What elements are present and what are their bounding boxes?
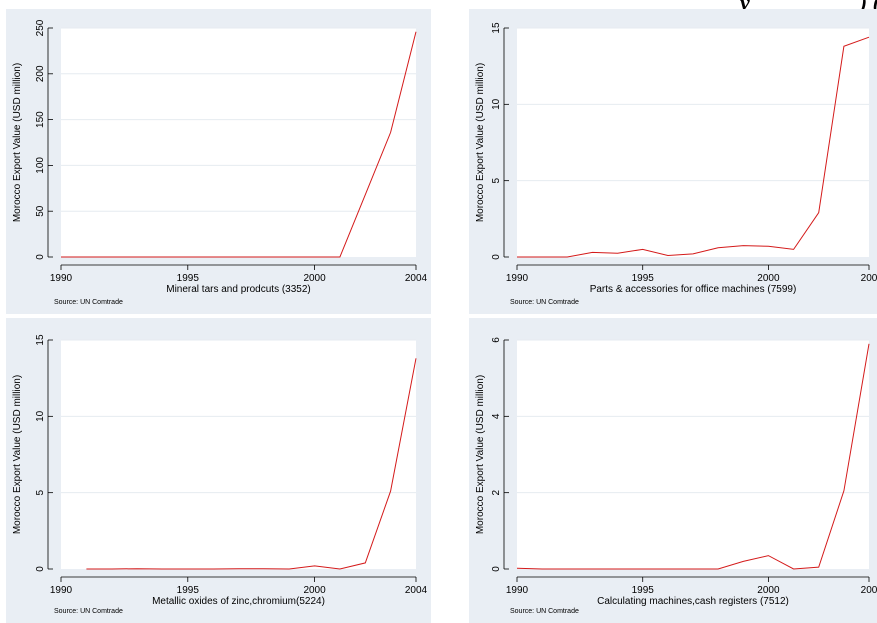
y-axis-label: Morocco Export Value (USD million) — [12, 63, 23, 222]
y-tick-label: 0 — [491, 566, 502, 572]
source-note: Source: UN Comtrade — [510, 608, 579, 615]
y-tick-label: 50 — [35, 205, 46, 217]
y-tick-label: 6 — [491, 337, 502, 343]
x-tick-label: 1990 — [506, 585, 529, 596]
x-tick-label: 1995 — [632, 273, 655, 284]
x-axis-label: Mineral tars and prodcuts (3352) — [166, 284, 311, 295]
chart-svg: 0 2 4 6 1990 1995 2000 200 Calculating machines,… — [475, 337, 877, 607]
x-tick-label: 1995 — [177, 273, 200, 284]
chart-svg: 0 50 100 150 200 250 1990 1995 2000 2004 Mineral t… — [12, 19, 428, 295]
chart-svg: 0 5 10 15 1990 1995 2000 2004 Metallic oxides of… — [12, 334, 428, 607]
chart-panel-metallic-oxides: 0 5 10 15 1990 1995 2000 2004 Metallic oxides of… — [6, 318, 431, 623]
y-tick-label: 2 — [491, 489, 502, 495]
x-axis-label: Calculating machines,cash registers (751… — [597, 596, 789, 607]
x-tick-label: 2000 — [757, 273, 780, 284]
header-fragment-text: y — [740, 0, 750, 15]
x-axis-label: Parts & accessories for office machines … — [590, 284, 797, 295]
x-axis-label: Metallic oxides of zinc,chromium(5224) — [152, 596, 325, 607]
x-tick-label: 2004 — [405, 273, 428, 284]
y-tick-label: 10 — [491, 98, 502, 110]
x-tick-label: 1990 — [506, 273, 529, 284]
series-line — [517, 36, 870, 258]
plot-area — [61, 28, 416, 257]
x-tick-label: 200 — [861, 273, 877, 284]
y-axis-label: Morocco Export Value (USD million) — [12, 375, 23, 534]
y-tick-label: 15 — [491, 22, 502, 34]
series-line — [61, 31, 417, 258]
y-axis-label: Morocco Export Value (USD million) — [475, 375, 486, 534]
y-tick-label: 4 — [491, 413, 502, 419]
x-tick-label: 1990 — [50, 585, 73, 596]
y-tick-label: 0 — [35, 254, 46, 260]
chart-panel-office-machine-parts: 0 5 10 15 1990 1995 2000 200 Parts & accessories… — [469, 9, 877, 314]
chart-panel-calculating-machines: 0 2 4 6 1990 1995 2000 200 Calculating machines,… — [469, 318, 877, 623]
y-tick-label: 150 — [35, 111, 46, 128]
y-tick-label: 5 — [491, 177, 502, 183]
y-axis-label: Morocco Export Value (USD million) — [475, 63, 486, 222]
x-tick-label: 1995 — [177, 585, 200, 596]
y-tick-label: 200 — [35, 65, 46, 82]
y-tick-label: 0 — [35, 566, 46, 572]
x-tick-label: 2000 — [303, 273, 326, 284]
x-tick-label: 2000 — [303, 585, 326, 596]
y-tick-label: 5 — [35, 489, 46, 495]
source-note: Source: UN Comtrade — [510, 299, 579, 306]
y-tick-label: 10 — [35, 410, 46, 422]
series-line — [516, 343, 870, 570]
y-tick-label: 250 — [35, 19, 46, 36]
x-tick-label: 1995 — [632, 585, 655, 596]
y-tick-label: 0 — [491, 254, 502, 260]
x-tick-label: 1990 — [50, 273, 73, 284]
plot-area — [61, 340, 416, 569]
plot-area — [517, 340, 869, 569]
y-tick-label: 15 — [35, 334, 46, 346]
series-line — [86, 358, 417, 570]
x-tick-label: 2000 — [757, 585, 780, 596]
chart-svg: 0 5 10 15 1990 1995 2000 200 Parts & accessories… — [475, 22, 877, 295]
y-tick-label: 100 — [35, 157, 46, 174]
x-tick-label: 200 — [861, 585, 877, 596]
chart-panel-mineral-tars: 0 50 100 150 200 250 1990 1995 2000 2004 Mineral t… — [6, 9, 431, 314]
plot-area — [517, 28, 869, 257]
x-tick-label: 2004 — [405, 585, 428, 596]
source-note: Source: UN Comtrade — [54, 608, 123, 615]
source-note: Source: UN Comtrade — [54, 299, 123, 306]
